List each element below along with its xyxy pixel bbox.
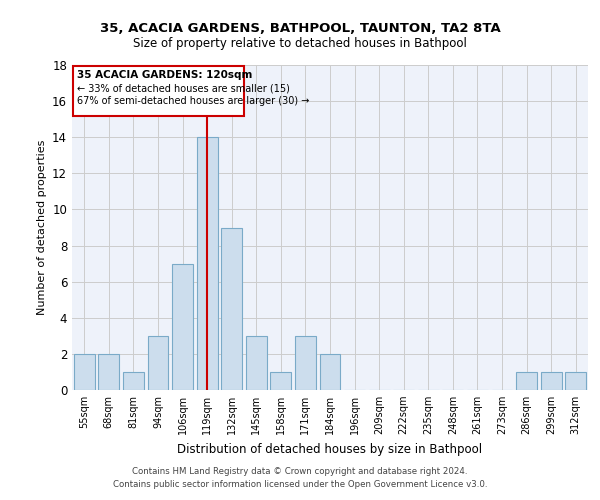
Bar [221, 228, 242, 390]
Text: Contains public sector information licensed under the Open Government Licence v3: Contains public sector information licen… [113, 480, 487, 489]
Text: 35 ACACIA GARDENS: 120sqm: 35 ACACIA GARDENS: 120sqm [77, 70, 252, 81]
Bar [246, 336, 267, 390]
Bar [271, 372, 292, 390]
Bar [565, 372, 586, 390]
Bar [98, 354, 119, 390]
Y-axis label: Number of detached properties: Number of detached properties [37, 140, 47, 315]
Bar [197, 137, 218, 390]
Bar [123, 372, 144, 390]
Bar [295, 336, 316, 390]
Text: Size of property relative to detached houses in Bathpool: Size of property relative to detached ho… [133, 38, 467, 51]
Text: ← 33% of detached houses are smaller (15): ← 33% of detached houses are smaller (15… [77, 83, 290, 93]
Text: 67% of semi-detached houses are larger (30) →: 67% of semi-detached houses are larger (… [77, 96, 309, 106]
Bar [73, 66, 244, 116]
Text: 35, ACACIA GARDENS, BATHPOOL, TAUNTON, TA2 8TA: 35, ACACIA GARDENS, BATHPOOL, TAUNTON, T… [100, 22, 500, 36]
Text: Contains HM Land Registry data © Crown copyright and database right 2024.: Contains HM Land Registry data © Crown c… [132, 467, 468, 476]
Bar [541, 372, 562, 390]
X-axis label: Distribution of detached houses by size in Bathpool: Distribution of detached houses by size … [178, 442, 482, 456]
Bar [516, 372, 537, 390]
Bar [148, 336, 169, 390]
Bar [172, 264, 193, 390]
Bar [74, 354, 95, 390]
Bar [320, 354, 340, 390]
